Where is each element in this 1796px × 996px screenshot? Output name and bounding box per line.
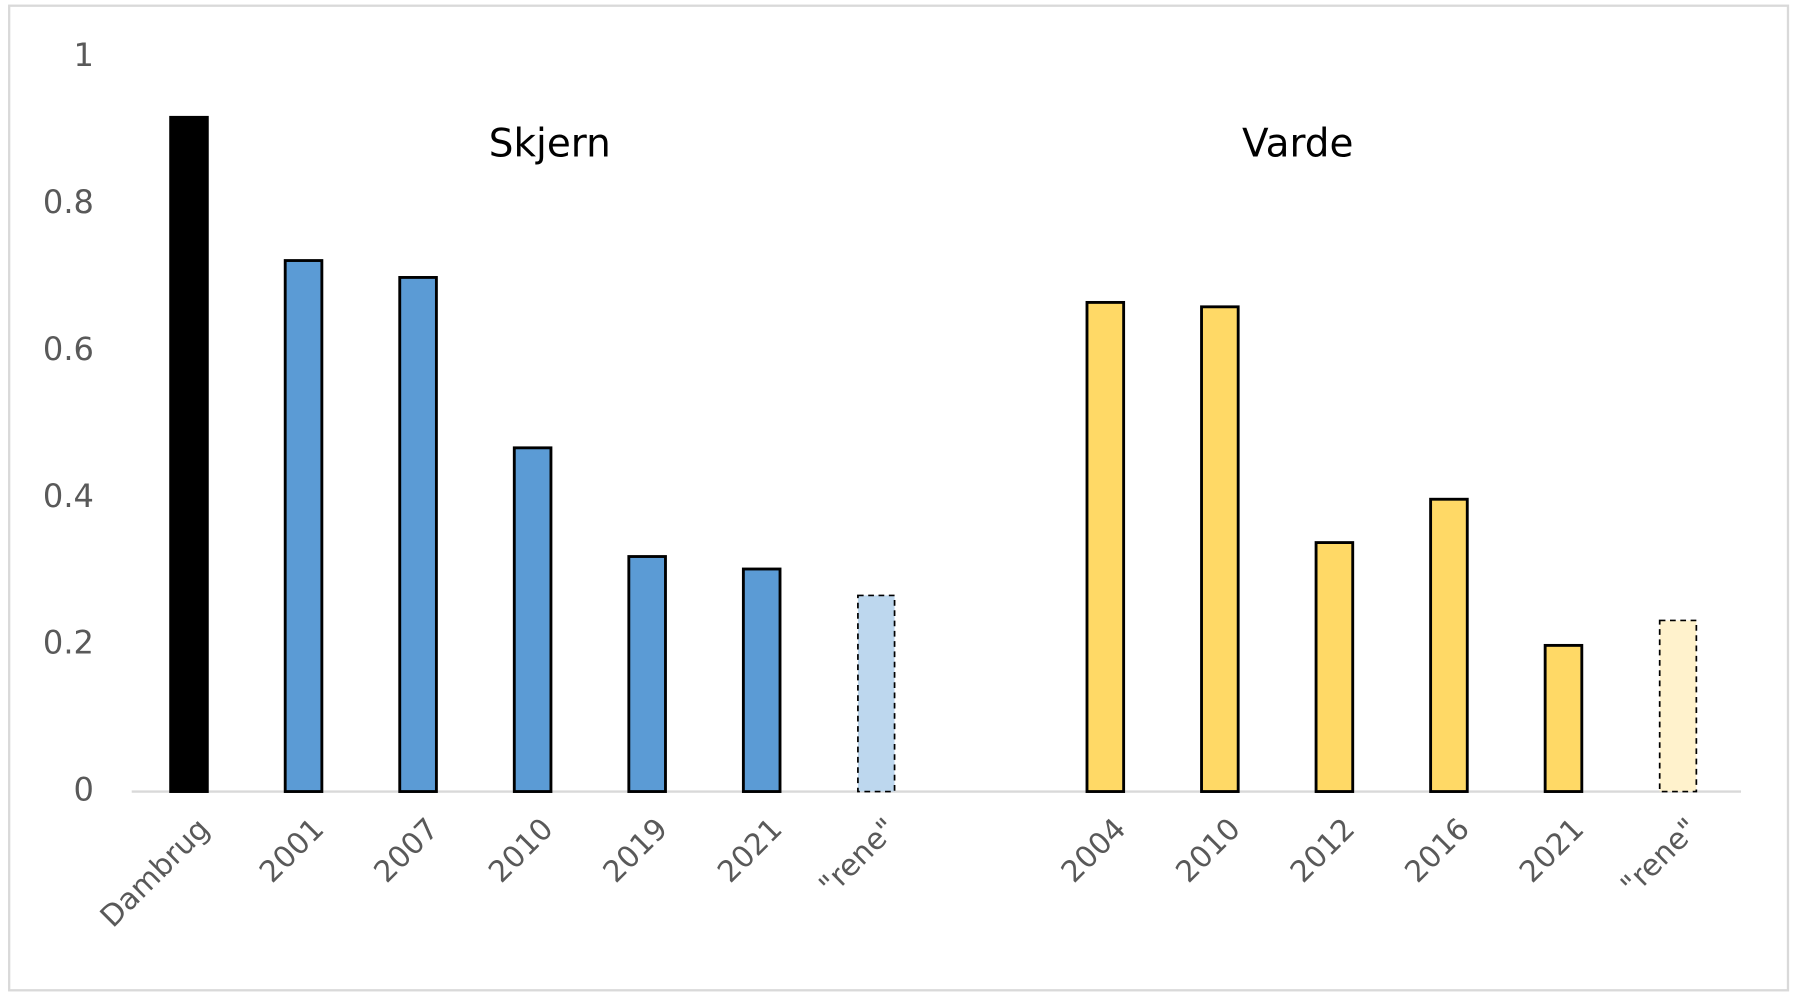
bar [169,115,209,793]
bar [1429,497,1469,793]
bar [1658,619,1698,793]
group-label: Skjern [489,122,611,167]
bar [1200,305,1240,793]
bar [857,594,896,793]
bar [398,276,438,793]
y-tick-label: 1 [74,36,94,74]
y-tick-label: 0.2 [43,624,94,662]
bar [1314,541,1355,793]
group-label: Varde [1242,122,1353,167]
y-tick-label: 0.8 [43,183,94,221]
bar [1543,643,1584,793]
y-tick-label: 0.6 [43,330,94,368]
bar [627,555,667,793]
y-tick-label: 0 [74,771,94,809]
bar [1085,300,1126,793]
bar [741,567,782,793]
bar [283,259,324,793]
y-tick-label: 0.4 [43,477,94,515]
bar [512,446,553,793]
